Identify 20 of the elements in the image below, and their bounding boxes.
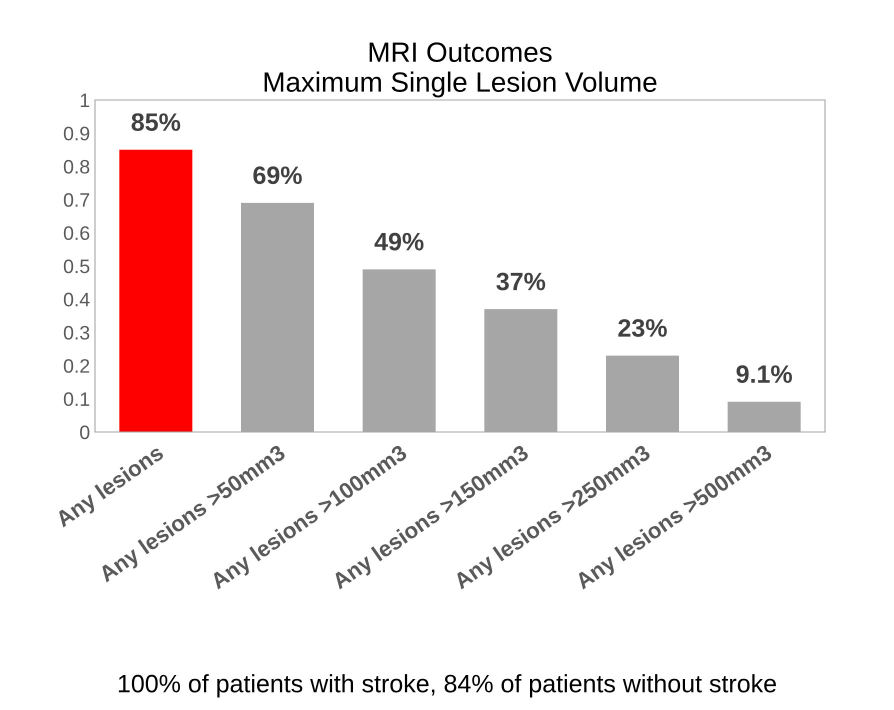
y-tick-label: 0.1 — [64, 392, 90, 406]
y-tick-label: 0.7 — [64, 193, 90, 207]
data-label: 49% — [374, 232, 424, 250]
y-tick-label: 0.2 — [64, 359, 90, 373]
data-label: 69% — [253, 166, 302, 184]
y-tick-label: 1 — [80, 94, 90, 108]
chart-title: MRI Outcomes Maximum Single Lesion Volume — [264, 42, 656, 98]
y-tick-label: 0.9 — [64, 126, 90, 140]
y-tick-label: 0 — [80, 425, 90, 440]
data-label: 37% — [496, 272, 546, 290]
data-label: 85% — [132, 113, 180, 131]
bar — [119, 150, 192, 432]
y-tick-label: 0.3 — [64, 326, 90, 340]
y-tick-label: 0.8 — [64, 160, 90, 174]
y-tick-label: 0.6 — [64, 226, 90, 240]
y-tick-label: 0.5 — [64, 259, 90, 274]
data-label: 9.1% — [736, 365, 792, 383]
data-label: 23% — [618, 319, 667, 337]
text: 100% of patients with stroke, 84% of patients without stroke — [118, 674, 776, 698]
y-tick-label: 0.4 — [64, 292, 90, 306]
